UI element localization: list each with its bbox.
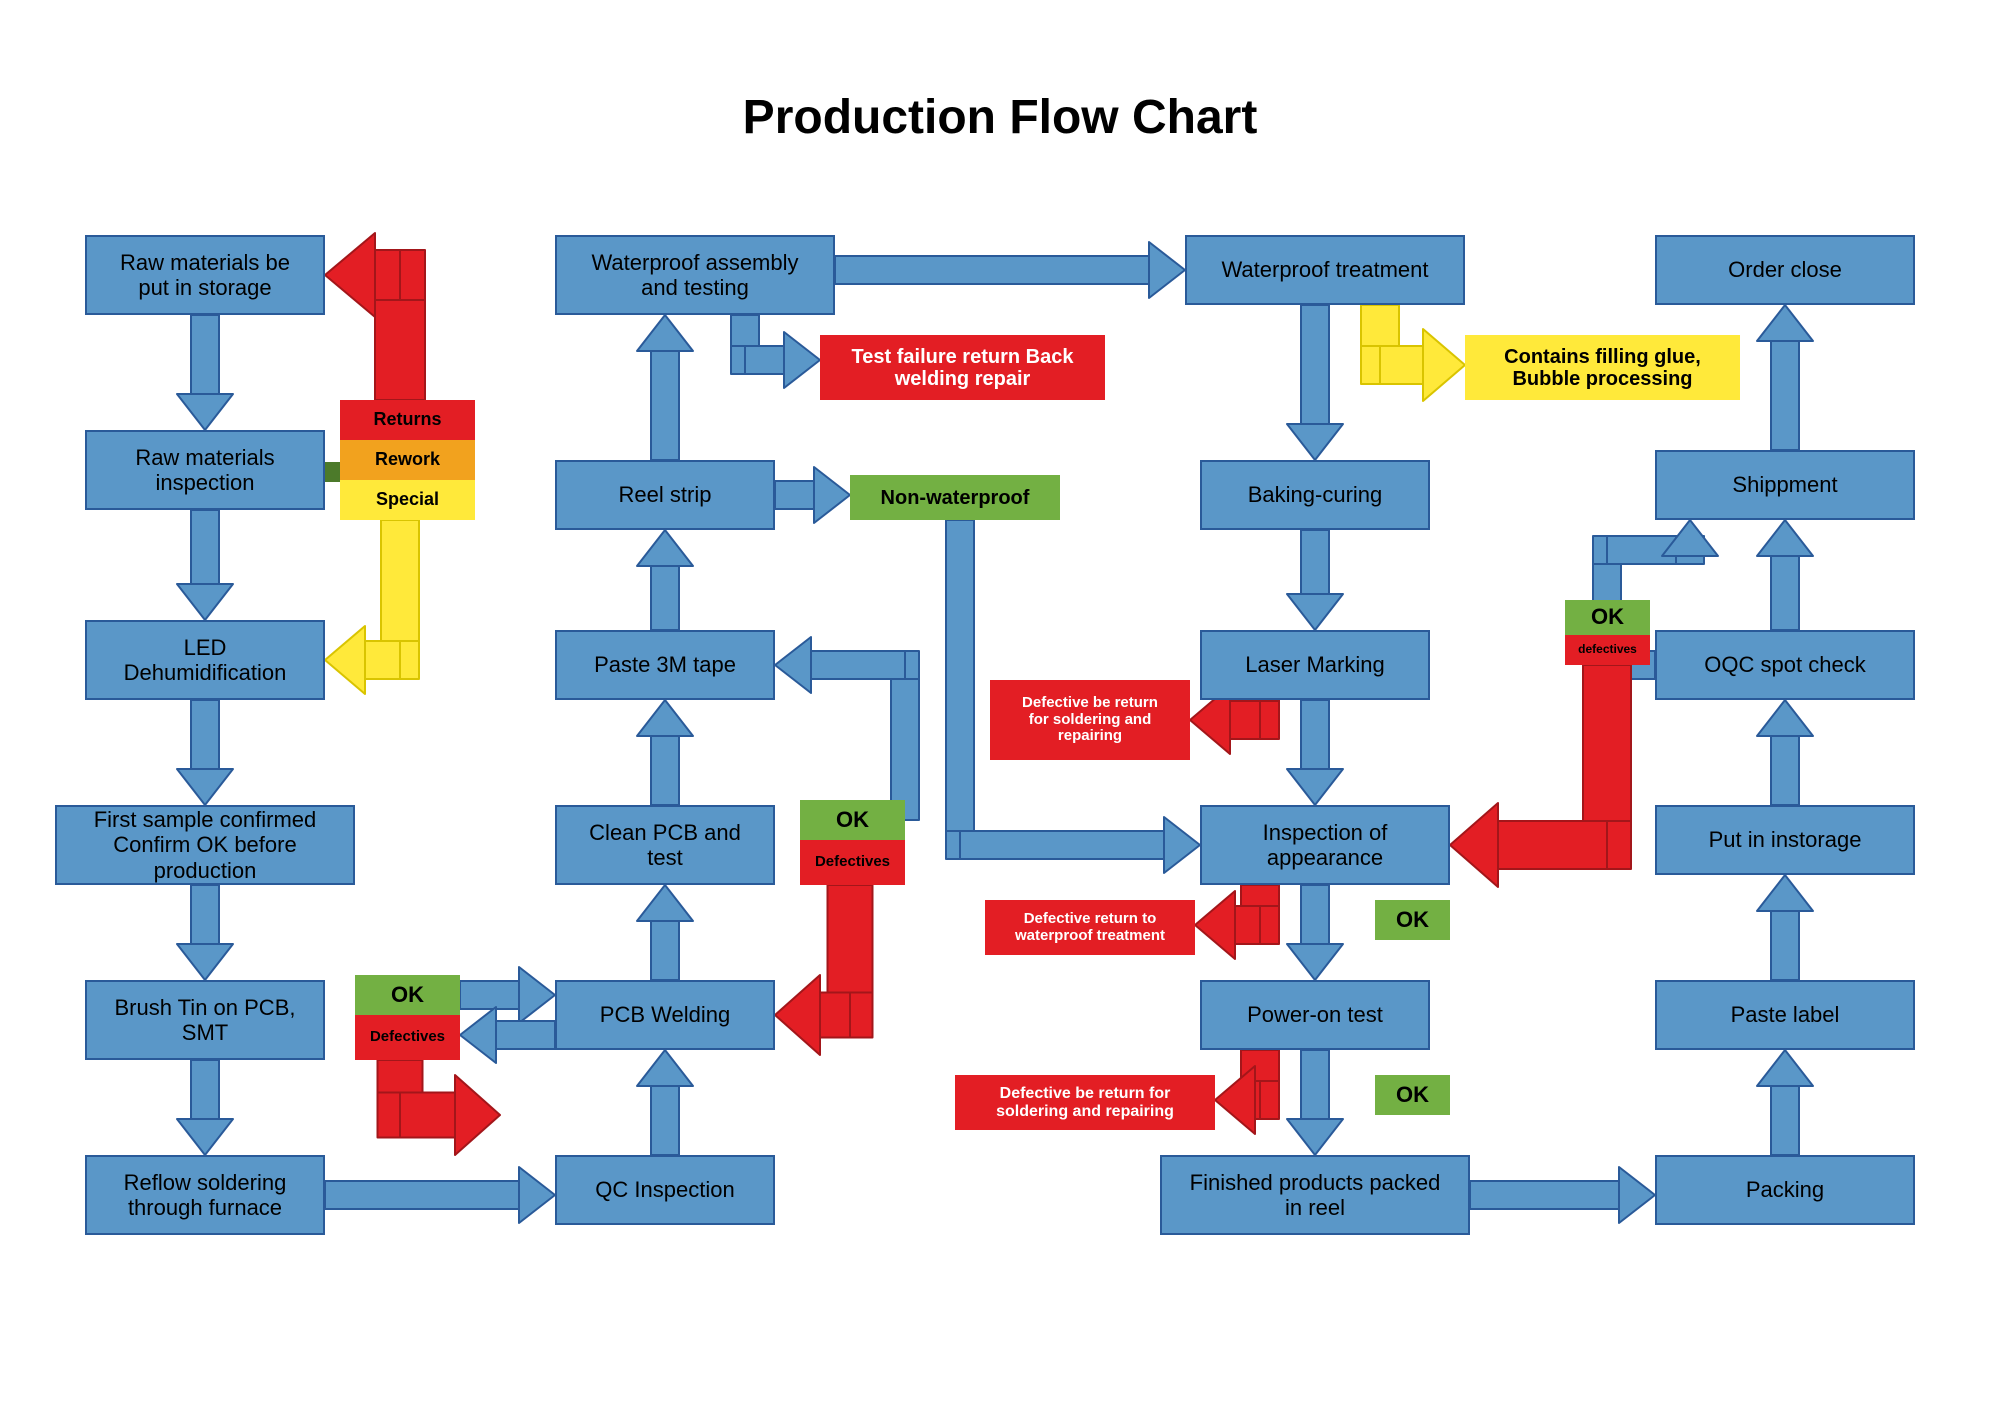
node-n_oqc: OQC spot check [1655,630,1915,700]
badge-b_special: Special [340,480,475,520]
node-n_baking: Baking-curing [1200,460,1430,530]
arrow-a5 [177,1060,233,1155]
arrow-a21 [1470,1167,1655,1223]
node-n_laser: Laser Marking [1200,630,1430,700]
node-n_pcb_weld: PCB Welding [555,980,775,1050]
node-n_raw_insp: Raw materialsinspection [85,430,325,510]
arrow-a19 [1287,885,1343,980]
badge-b_ok_power: OK [1375,1075,1450,1115]
arrow-a24 [1757,700,1813,805]
arrow-a3 [177,700,233,805]
badge-b_non_wp: Non-waterproof [850,475,1060,520]
arrow-r_insp_def [1195,885,1279,959]
badge-b_ok_insp: OK [1375,900,1450,940]
node-n_raw_storage: Raw materials beput in storage [85,235,325,315]
node-n_wp_treat: Waterproof treatment [1185,235,1465,305]
badge-b_test_fail: Test failure return Backwelding repair [820,335,1105,400]
node-n_wp_assy: Waterproof assemblyand testing [555,235,835,315]
chart-title: Production Flow Chart [0,90,2000,145]
arrow-r_returns [325,233,425,400]
node-n_insp_app: Inspection ofappearance [1200,805,1450,885]
arrow-a14 [637,315,693,460]
arrow-a7 [637,1050,693,1155]
arrow-a10 [637,885,693,980]
node-n_power_on: Power-on test [1200,980,1430,1050]
arrow-r_power_def [1215,1050,1279,1134]
node-n_paste3m: Paste 3M tape [555,630,775,700]
badge-b_def_solder1: Defective be returnfor soldering andrepa… [990,680,1190,760]
arrow-r_qc_def [378,1060,501,1155]
arrow-a27 [775,467,850,523]
arrow-a18 [1287,700,1343,805]
badge-b_rework: Rework [340,440,475,480]
arrow-r_oqc_def [1450,665,1631,887]
arrow-a20 [1287,1050,1343,1155]
node-n_clean_pcb: Clean PCB andtest [555,805,775,885]
arrow-a17 [1287,530,1343,630]
node-n_first_sample: First sample confirmedConfirm OK before … [55,805,355,885]
badge-b_def_qc: Defectives [355,1015,460,1060]
badge-b_ok_qc: OK [355,975,460,1015]
node-n_packing: Packing [1655,1155,1915,1225]
arrow-a13 [637,530,693,630]
badge-b_def_clean: Defectives [800,840,905,885]
arrow-a11 [637,700,693,805]
node-n_reel_strip: Reel strip [555,460,775,530]
arrow-y_special [325,520,419,694]
arrow-a16 [1287,305,1343,460]
arrow-a2 [177,510,233,620]
arrow-a22 [1757,1050,1813,1155]
badge-b_ok_clean: OK [800,800,905,840]
node-n_reflow: Reflow solderingthrough furnace [85,1155,325,1235]
node-n_paste_label: Paste label [1655,980,1915,1050]
connector-green [325,462,341,482]
arrow-a9 [460,1007,555,1063]
badge-b_def_wp_treat: Defective return towaterproof treatment [985,900,1195,955]
arrow-a4 [177,885,233,980]
node-n_led_dehum: LEDDehumidification [85,620,325,700]
arrow-a1 [177,315,233,430]
arrow-y_fillglue [1361,305,1465,401]
arrow-a8 [460,967,555,1023]
arrow-a6 [325,1167,555,1223]
badge-b_def_solder2: Defective be return forsoldering and rep… [955,1075,1215,1130]
node-n_brush_tin: Brush Tin on PCB,SMT [85,980,325,1060]
arrow-a12 [775,637,919,820]
arrow-a25 [1757,520,1813,630]
badge-b_def_oqc: defectives [1565,635,1650,665]
arrow-a15b [731,315,820,388]
node-n_put_storage: Put in instorage [1655,805,1915,875]
badge-b_fill_glue: Contains filling glue,Bubble processing [1465,335,1740,400]
badge-b_ok_oqc: OK [1565,600,1650,635]
arrow-a26 [1757,305,1813,450]
arrow-r_clean_def [775,885,873,1055]
node-n_order_close: Order close [1655,235,1915,305]
badge-b_returns: Returns [340,400,475,440]
node-n_qc_insp: QC Inspection [555,1155,775,1225]
arrow-a15 [835,242,1185,298]
node-n_packed_reel: Finished products packedin reel [1160,1155,1470,1235]
node-n_shipment: Shippment [1655,450,1915,520]
arrow-a23 [1757,875,1813,980]
